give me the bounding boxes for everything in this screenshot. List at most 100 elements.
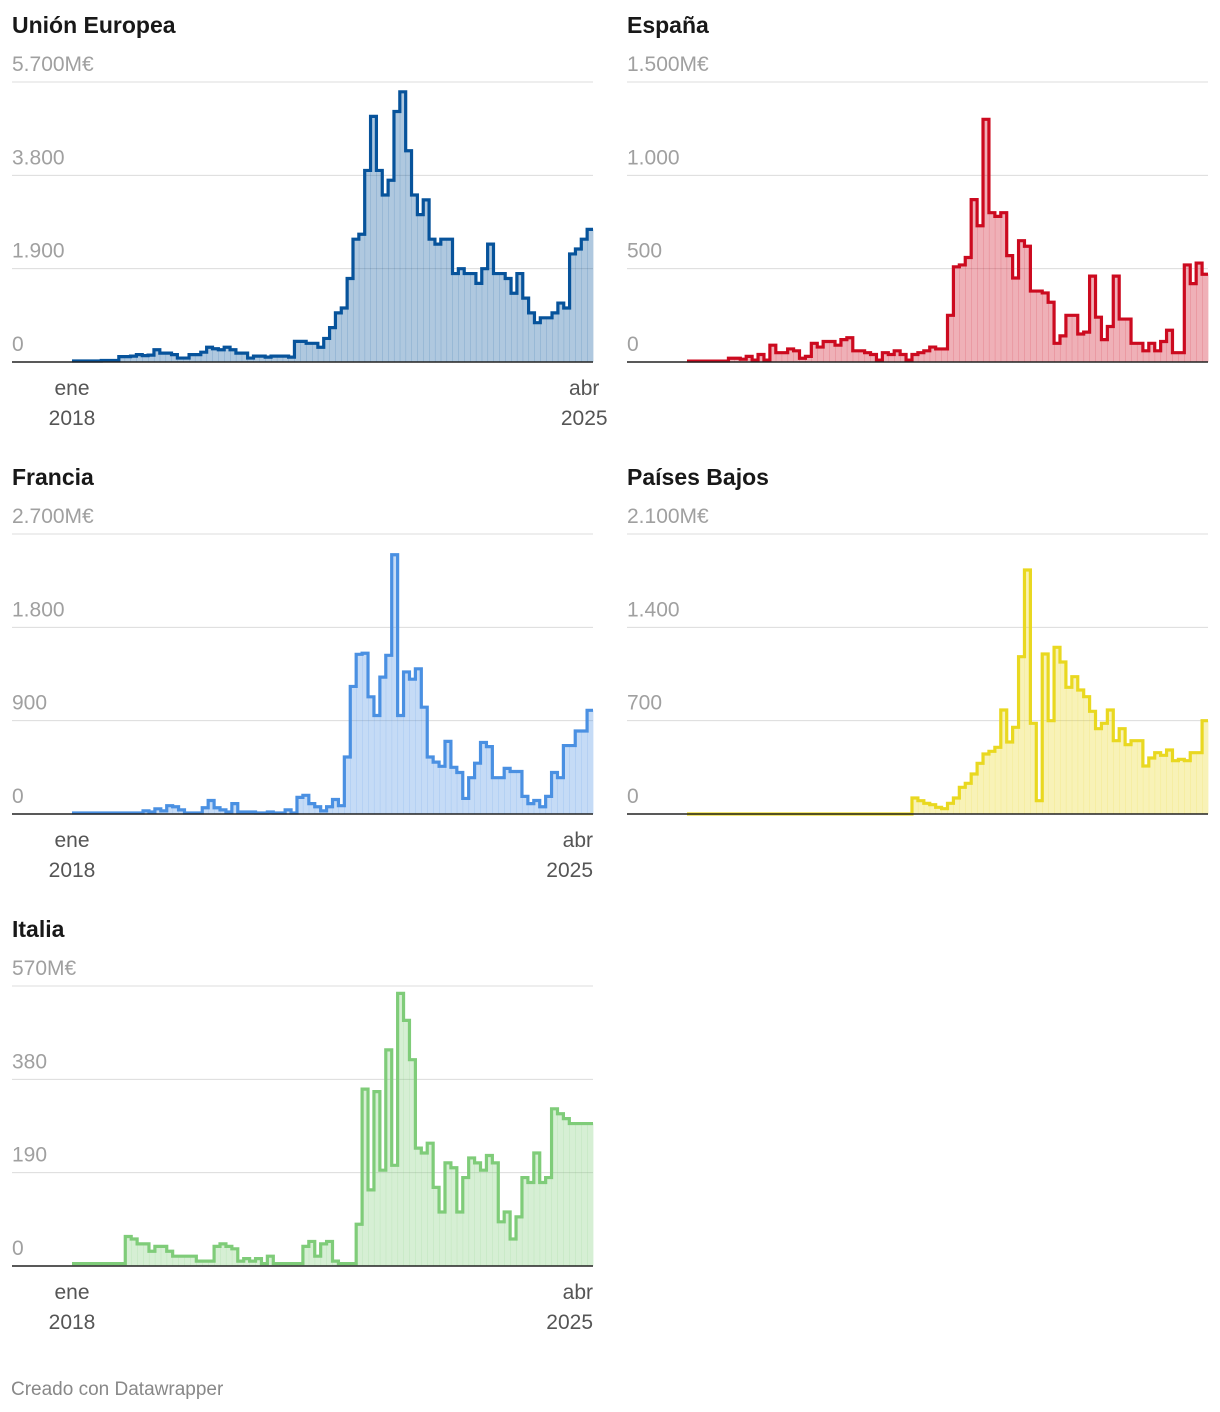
area-step	[911, 798, 919, 814]
area-step	[231, 803, 239, 814]
area-step	[793, 350, 800, 362]
area-step	[1190, 752, 1197, 814]
area-step	[545, 1177, 552, 1266]
area-step	[368, 696, 375, 814]
area-step	[202, 807, 209, 814]
area-step	[358, 234, 366, 362]
panel-title: España	[627, 12, 709, 38]
area-step	[1166, 750, 1173, 814]
area-step	[840, 339, 848, 362]
area-step	[1077, 690, 1085, 814]
area-step	[267, 1256, 274, 1266]
area-step	[190, 1256, 197, 1266]
area-step	[388, 180, 395, 362]
x-tick-label: ene 2018	[49, 829, 96, 882]
area-step	[977, 225, 984, 362]
area-step	[504, 768, 511, 814]
area-step	[1000, 710, 1008, 814]
area-step	[142, 355, 149, 362]
area-step	[521, 796, 529, 814]
panel-title: Países Bajos	[627, 464, 769, 490]
area	[72, 91, 594, 363]
panel: Italia 0 190 380 570M€ ene 2018 abr 2025	[12, 916, 594, 1334]
area-step	[172, 806, 179, 814]
area-step	[1083, 696, 1090, 814]
area-step	[1125, 319, 1132, 362]
area-step	[1184, 264, 1191, 362]
area-step	[1048, 720, 1055, 814]
area-step	[1166, 330, 1173, 362]
area-step	[314, 806, 322, 814]
area-step	[450, 1167, 458, 1266]
area-step	[154, 1246, 162, 1266]
area-step	[393, 111, 401, 362]
area-step	[320, 1243, 327, 1266]
area-step	[137, 1243, 144, 1266]
area-step	[338, 805, 345, 814]
area-step	[118, 356, 126, 362]
area-step	[527, 1182, 535, 1266]
area-step	[475, 283, 483, 362]
area-step	[533, 1153, 541, 1266]
step-line	[72, 90, 593, 363]
area	[911, 570, 1209, 814]
area-step	[184, 1256, 191, 1266]
area-step	[917, 800, 925, 814]
area-step	[178, 1256, 185, 1266]
area-step	[1160, 341, 1167, 362]
area-step	[1196, 752, 1203, 814]
area-step	[362, 653, 369, 814]
area-step	[900, 354, 907, 362]
area-step	[1142, 766, 1150, 814]
area-step	[1136, 343, 1144, 362]
step-line	[72, 553, 593, 815]
area-step	[208, 800, 215, 814]
area-step	[370, 116, 377, 363]
area-step	[563, 1118, 570, 1266]
area-step	[959, 264, 966, 362]
area-step	[835, 345, 842, 362]
area-step	[148, 1251, 156, 1266]
area-step	[241, 353, 249, 362]
area-step	[1101, 723, 1108, 814]
area-step	[1036, 291, 1043, 362]
area-step	[427, 1143, 434, 1266]
area-step	[587, 710, 594, 814]
area-step	[1048, 302, 1055, 362]
area-step	[259, 356, 266, 362]
y-tick-label: 0	[12, 1237, 24, 1260]
area-step	[421, 707, 428, 814]
area-step	[498, 1221, 505, 1266]
x-tick-label: abr 2025	[546, 829, 593, 882]
panel-title: Unión Europea	[12, 12, 176, 38]
area-step	[1172, 760, 1179, 814]
area-step	[373, 1091, 381, 1266]
area-step	[433, 1187, 440, 1266]
area-step	[882, 352, 889, 362]
area-step	[775, 352, 783, 362]
area-step	[917, 352, 925, 362]
area-step	[218, 349, 225, 362]
area-step	[516, 273, 524, 362]
area-step	[947, 803, 954, 814]
area-step	[935, 348, 942, 362]
area-step	[1054, 647, 1061, 814]
area-step	[237, 1261, 245, 1266]
area-step	[1184, 760, 1191, 814]
area-step	[131, 1238, 138, 1266]
area-step	[870, 354, 877, 362]
area-step	[935, 807, 942, 814]
area-step	[450, 767, 458, 814]
area-step	[462, 1177, 470, 1266]
area-step	[296, 797, 304, 814]
area-step	[302, 1246, 310, 1266]
area-step	[421, 1153, 428, 1266]
area-step	[1059, 335, 1067, 362]
area-step	[362, 1089, 369, 1266]
area-step	[1190, 283, 1197, 362]
area-step	[539, 1182, 547, 1266]
area-step	[308, 1241, 316, 1266]
area	[687, 119, 1209, 362]
area-step	[569, 745, 576, 814]
